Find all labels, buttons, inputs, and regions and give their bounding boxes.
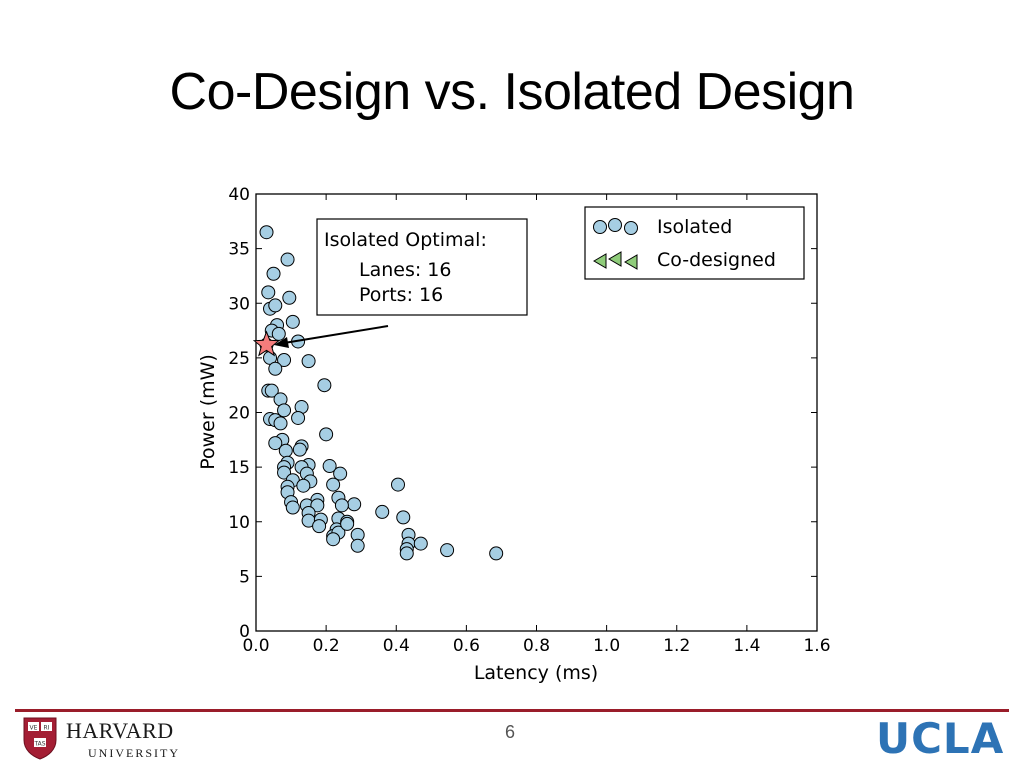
legend: Isolated Co-designed (584, 206, 805, 280)
isolated-point (375, 504, 390, 519)
isolated-point (273, 416, 288, 431)
x-tick-label: 1.2 (663, 636, 690, 656)
isolated-point (277, 353, 292, 368)
harvard-name: HARVARD (66, 718, 174, 743)
x-tick-label: 1.4 (733, 636, 760, 656)
isolated-point (326, 477, 341, 492)
isolated-point (280, 252, 295, 267)
harvard-logo: VE RI TAS HARVARD UNIVERSITY (22, 716, 202, 764)
isolated-point (319, 427, 334, 442)
isolated-point (347, 497, 362, 512)
isolated-point (312, 519, 327, 534)
isolated-point (277, 403, 292, 418)
isolated-point (334, 498, 349, 513)
y-tick-label: 20 (228, 404, 250, 424)
isolated-point (333, 466, 348, 481)
isolated-point (259, 225, 274, 240)
legend-codesigned-label: Co-designed (657, 249, 776, 271)
y-tick-label: 30 (228, 294, 250, 314)
y-tick-label: 15 (228, 458, 250, 478)
isolated-point (301, 354, 316, 369)
isolated-point (322, 459, 337, 474)
annotation-heading: Isolated Optimal: (324, 229, 487, 251)
isolated-point (271, 326, 286, 341)
annotation-ports: Ports: 16 (359, 284, 443, 306)
legend-isolated-markers (593, 218, 638, 235)
isolated-point (340, 516, 355, 531)
page-number: 6 (504, 722, 515, 742)
isolated-point (489, 546, 504, 561)
shield-text-3: TAS (33, 741, 45, 748)
annotation-arrow (274, 325, 389, 348)
isolated-point (296, 478, 311, 493)
legend-isolated-label: Isolated (657, 216, 732, 238)
x-tick-label: 0.4 (383, 636, 410, 656)
y-tick-label: 40 (228, 185, 250, 205)
isolated-point (278, 443, 293, 458)
isolated-point (282, 290, 297, 305)
isolated-point (292, 442, 307, 457)
y-tick-label: 0 (239, 622, 250, 642)
isolated-point (261, 285, 276, 300)
isolated-point (350, 538, 365, 553)
isolated-point (268, 361, 283, 376)
isolated-point (285, 500, 300, 515)
optimal-star-icon (252, 330, 281, 357)
x-tick-label: 1.6 (803, 636, 830, 656)
x-tick-label: 1.0 (593, 636, 620, 656)
isolated-point (440, 543, 455, 558)
isolated-point (285, 314, 300, 329)
ucla-logo: UCLA (876, 714, 1005, 763)
x-tick-label: 0.2 (313, 636, 340, 656)
annotation-lanes: Lanes: 16 (359, 259, 451, 281)
data-points (252, 225, 504, 561)
shield-text-2: RI (44, 725, 50, 732)
legend-codesigned-markers (593, 251, 638, 270)
y-axis-label: Power (mW) (197, 354, 219, 470)
annotation-box: Isolated Optimal: Lanes: 16 Ports: 16 (316, 218, 528, 316)
isolated-point (399, 546, 414, 561)
x-tick-label: 0.6 (453, 636, 480, 656)
harvard-shield-icon: VE RI TAS (23, 717, 57, 760)
y-tick-label: 35 (228, 240, 250, 260)
isolated-point (391, 477, 406, 492)
harvard-subtitle: UNIVERSITY (88, 746, 180, 760)
isolated-point (413, 536, 428, 551)
isolated-point (317, 378, 332, 393)
y-tick-label: 5 (239, 567, 250, 587)
y-tick-label: 10 (228, 513, 250, 533)
isolated-point (291, 410, 306, 425)
slide-title: Co-Design vs. Isolated Design (169, 63, 855, 121)
x-tick-label: 0.0 (242, 636, 269, 656)
isolated-point (266, 266, 281, 281)
footer-divider (15, 709, 1009, 712)
shield-text-1: VE (30, 725, 38, 732)
x-axis-label: Latency (ms) (474, 662, 598, 684)
isolated-point (396, 510, 411, 525)
isolated-point (277, 465, 292, 480)
isolated-point (268, 298, 283, 313)
scatter-chart: 0.0 0.2 0.4 0.6 0.8 1.0 1.2 1.4 1.6 0 5 10 15 20 25 30 3… (197, 185, 831, 684)
axis-ticks: 0.0 0.2 0.4 0.6 0.8 1.0 1.2 1.4 1.6 0 5 10 15 20 25 30 3… (228, 185, 830, 656)
isolated-point (326, 532, 341, 547)
isolated-point (264, 383, 279, 398)
isolated-point (310, 498, 325, 513)
x-tick-label: 0.8 (523, 636, 550, 656)
isolated-point (268, 436, 283, 451)
y-tick-label: 25 (228, 349, 250, 369)
